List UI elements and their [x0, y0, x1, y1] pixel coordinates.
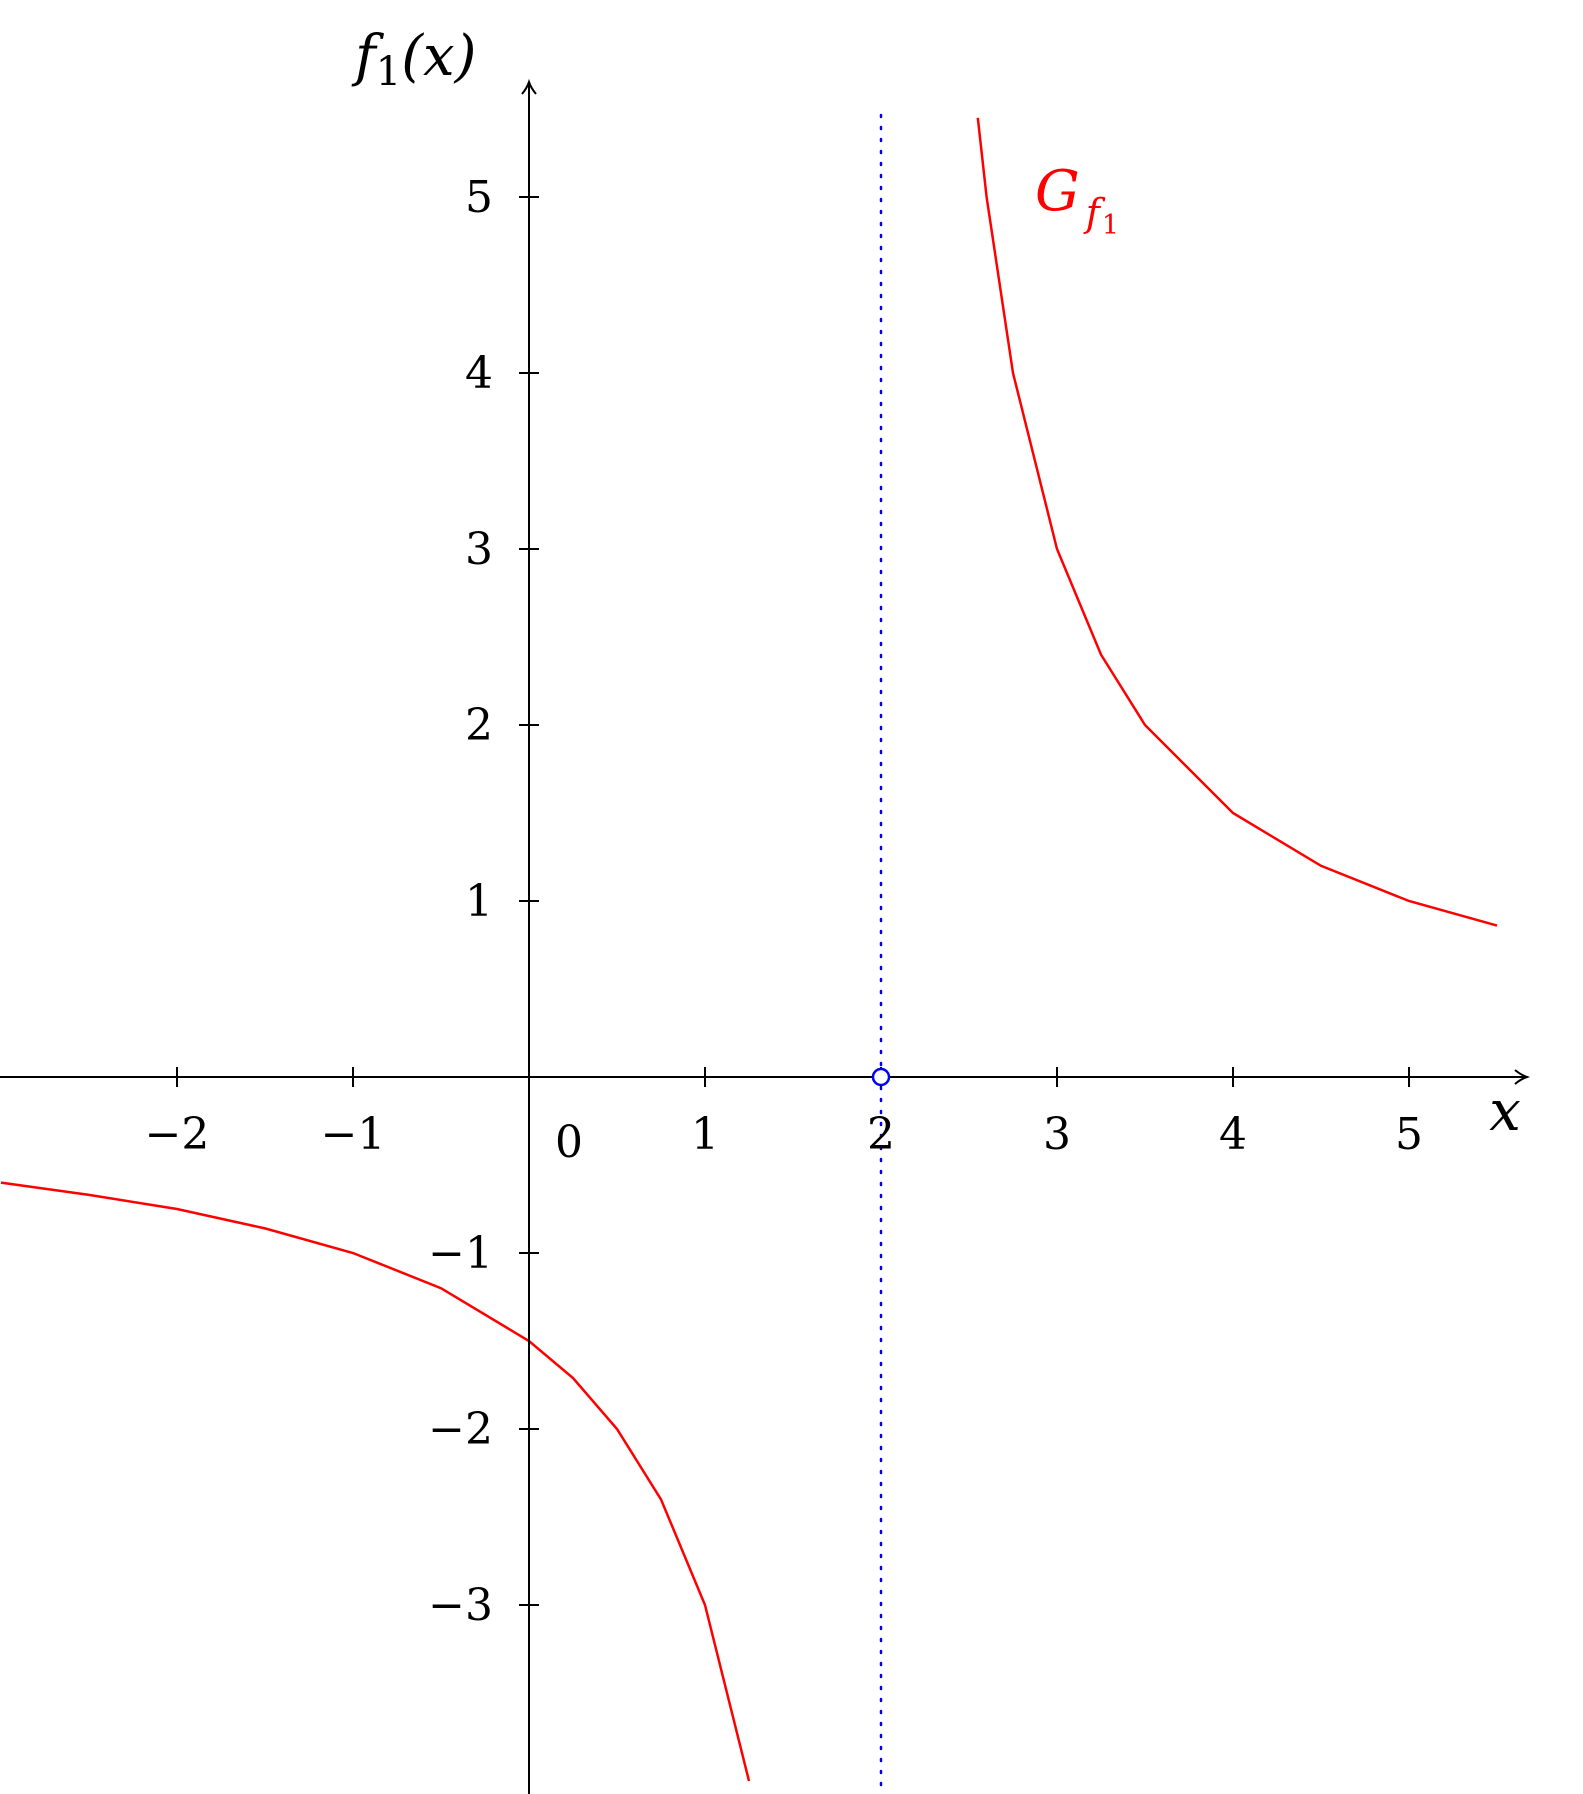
x-tick-label-4: 3 — [1043, 1109, 1071, 1160]
tick-layer: −2 −1 1 2 3 4 5 −3 −2 −1 1 2 3 4 5 — [145, 172, 1423, 1631]
x-tick-label-2: 1 — [691, 1109, 719, 1160]
curve-left-branch — [0, 1181, 751, 1782]
y-tick-label-0: −3 — [428, 1580, 493, 1631]
y-axis-title-arg: (x) — [401, 24, 476, 89]
x-tick-label-0: −2 — [145, 1109, 210, 1160]
x-tick-label-5: 4 — [1219, 1109, 1247, 1160]
x-tick-label-6: 5 — [1395, 1109, 1423, 1160]
curve-layer — [0, 117, 1498, 1782]
x-tick-label-3: 2 — [867, 1109, 895, 1160]
x-axis-title: x — [1489, 1079, 1521, 1144]
y-tick-label-2: −1 — [428, 1228, 493, 1279]
y-tick-label-5: 3 — [465, 524, 493, 575]
y-tick-label-6: 4 — [465, 348, 493, 399]
origin-label: 0 — [555, 1117, 583, 1168]
y-axis-title-sub: 1 — [376, 49, 401, 95]
y-tick-label-7: 5 — [465, 172, 493, 223]
curve-right-branch — [976, 117, 1498, 927]
x-tick-label-1: −1 — [321, 1109, 386, 1160]
curve-label-base: G — [1035, 159, 1080, 224]
y-tick-label-1: −2 — [428, 1404, 493, 1455]
y-axis-title: f1(x) — [351, 24, 476, 95]
hole-marker — [871, 1067, 891, 1087]
y-tick-label-4: 2 — [465, 700, 493, 751]
curve-label-sub2: 1 — [1102, 210, 1119, 241]
y-tick-label-3: 1 — [465, 876, 493, 927]
